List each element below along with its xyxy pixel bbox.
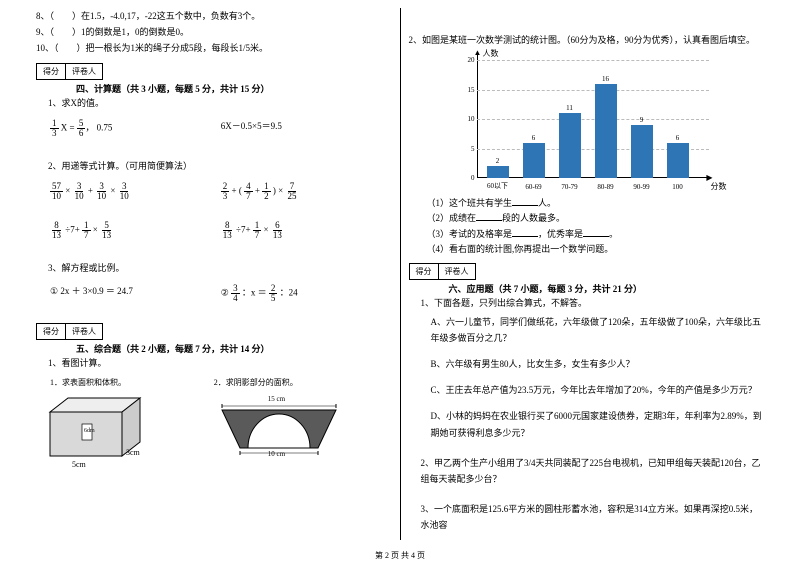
app-q1: 1、下面各题，只列出综合算式，不解答。 bbox=[421, 295, 765, 311]
bar bbox=[667, 143, 689, 178]
eq3b: ② 34 ：x ＝ 25 ：24 bbox=[221, 284, 392, 303]
chart-questions: （1）这个班共有学生人。 （2）成绩在段的人数最多。 （3）考试的及格率是，优秀… bbox=[427, 196, 765, 257]
page-footer: 第 2 页 共 4 页 bbox=[0, 550, 800, 561]
section-6-title: 六、应用题（共 7 小题，每题 3 分，共计 21 分） bbox=[449, 282, 765, 295]
app-q1b: B、六年级有男生80人，比女生多，女生有多少人？ bbox=[431, 356, 765, 372]
dim-h: 6dm bbox=[84, 428, 95, 434]
arch-figure: 15 cm 10 cm bbox=[214, 398, 334, 460]
q8: 8、（ ）在1.5，-4.0,17，-22这五个数中，负数有3个。 bbox=[36, 8, 392, 24]
eq-row-3: ① 2x ＋ 3×0.9 ＝ 24.7 ② 34 ：x ＝ 25 ：24 bbox=[50, 284, 392, 303]
bar-category: 70-79 bbox=[555, 183, 585, 191]
calc-q2: 2、用递等式计算。（可用简便算法） bbox=[48, 158, 392, 174]
arch-top: 15 cm bbox=[268, 395, 285, 403]
score-box-4: 得分 评卷人 bbox=[36, 63, 103, 80]
app-q1d: D、小林的妈妈在农业银行买了6000元国家建设债券，定期3年，年利率为2.89%… bbox=[431, 408, 765, 440]
grader-label: 评卷人 bbox=[66, 64, 102, 79]
eq2b: 23 + ( 47 + 12 ) × 725 bbox=[221, 182, 392, 201]
app-q2: 2、甲乙两个生产小组用了3/4天共同装配了225台电视机，已知甲组每天装配120… bbox=[421, 455, 765, 487]
bar-category: 60以下 bbox=[483, 181, 513, 191]
bar-value: 9 bbox=[631, 116, 653, 124]
dim-w: 5cm bbox=[72, 460, 86, 469]
shape-cuboid-wrap: 1．求表面积和体积。 6dm 3cm 5cm bbox=[36, 377, 214, 464]
score-box-6: 得分 评卷人 bbox=[409, 263, 476, 280]
eq3a: ① 2x ＋ 3×0.9 ＝ 24.7 bbox=[50, 284, 221, 303]
cq1: （1）这个班共有学生人。 bbox=[427, 196, 765, 211]
bar bbox=[631, 125, 653, 178]
right-column: 2、如图是某班一次数学测试的统计图。（60分为及格，90分为优秀），认真看图后填… bbox=[401, 8, 773, 540]
eq-row-2a: 5710 × 310 + 310 × 310 23 + ( 47 + 12 ) … bbox=[50, 182, 392, 201]
arch-bot: 10 cm bbox=[268, 450, 285, 458]
bar-value: 16 bbox=[595, 75, 617, 83]
eq1b: 6X－0.5×5＝9.5 bbox=[221, 119, 392, 138]
shape-row: 1．求表面积和体积。 6dm 3cm 5cm 2．求阴影部分的面积。 bbox=[36, 377, 392, 464]
bar-category: 100 bbox=[663, 183, 693, 191]
app-q3: 3、一个底面积是125.6平方米的圆柱形蓄水池，容积是314立方米。如果再深挖0… bbox=[421, 501, 765, 533]
left-column: 8、（ ）在1.5，-4.0,17，-22这五个数中，负数有3个。 9、（ ）1… bbox=[28, 8, 401, 540]
x-axis-label: 分数 bbox=[711, 181, 727, 192]
bar-value: 11 bbox=[559, 104, 581, 112]
bar bbox=[595, 84, 617, 178]
y-axis-label: 人数 bbox=[483, 48, 499, 59]
bar bbox=[559, 113, 581, 178]
bar bbox=[487, 166, 509, 178]
bar-category: 90-99 bbox=[627, 183, 657, 191]
cq2: （2）成绩在段的人数最多。 bbox=[427, 211, 765, 226]
cq3: （3）考试的及格率是，优秀率是。 bbox=[427, 227, 765, 242]
eq-row-1: 13 X = 56， 0.75 6X－0.5×5＝9.5 bbox=[50, 119, 392, 138]
bar-category: 60-69 bbox=[519, 183, 549, 191]
score-box-5: 得分 评卷人 bbox=[36, 323, 103, 340]
score-label: 得分 bbox=[37, 64, 66, 79]
eq2a: 5710 × 310 + 310 × 310 bbox=[50, 182, 221, 201]
bar bbox=[523, 143, 545, 178]
axis-y bbox=[477, 52, 478, 178]
bar-chart: ▲ ▶ 人数 分数 05101520260以下660-691170-791680… bbox=[459, 52, 719, 192]
shape-arch-wrap: 2．求阴影部分的面积。 15 cm 10 cm bbox=[214, 377, 392, 464]
comp-q1: 1、看图计算。 bbox=[48, 355, 392, 371]
calc-q3: 3、解方程或比例。 bbox=[48, 260, 392, 276]
eq2c: 813 ÷7+ 17 × 513 bbox=[50, 221, 221, 240]
app-q1a: A、六一儿童节，同学们做纸花，六年级做了120朵，五年级做了100朵，六年级比五… bbox=[431, 314, 765, 346]
bar-value: 6 bbox=[523, 134, 545, 142]
cuboid-figure: 6dm 3cm 5cm bbox=[36, 394, 136, 464]
section-4-title: 四、计算题（共 3 小题，每题 5 分，共计 15 分） bbox=[76, 82, 392, 95]
cq4: （4）看右面的统计图,你再提出一个数学问题。 bbox=[427, 242, 765, 257]
calc-q1: 1、求X的值。 bbox=[48, 95, 392, 111]
eq2d: 813 ÷7+ 17 × 613 bbox=[221, 221, 392, 240]
app-q1c: C、王庄去年总产值为23.5万元，今年比去年增加了20%，今年的产值是多少万元？ bbox=[431, 382, 765, 398]
section-5-title: 五、综合题（共 2 小题，每题 7 分，共计 14 分） bbox=[76, 342, 392, 355]
q9: 9、（ ）1的倒数是1，0的倒数是0。 bbox=[36, 24, 392, 40]
q10: 10、（ ）把一根长为1米的绳子分成5段，每段长1/5米。 bbox=[36, 40, 392, 56]
bar-value: 2 bbox=[487, 157, 509, 165]
dim-d: 3cm bbox=[126, 448, 140, 457]
bar-category: 80-89 bbox=[591, 183, 621, 191]
r-q2: 2、如图是某班一次数学测试的统计图。（60分为及格，90分为优秀），认真看图后填… bbox=[409, 32, 765, 48]
eq1a: 13 X = 56， 0.75 bbox=[50, 119, 221, 138]
bar-value: 6 bbox=[667, 134, 689, 142]
eq-row-2b: 813 ÷7+ 17 × 513 813 ÷7+ 17 × 613 bbox=[50, 221, 392, 240]
